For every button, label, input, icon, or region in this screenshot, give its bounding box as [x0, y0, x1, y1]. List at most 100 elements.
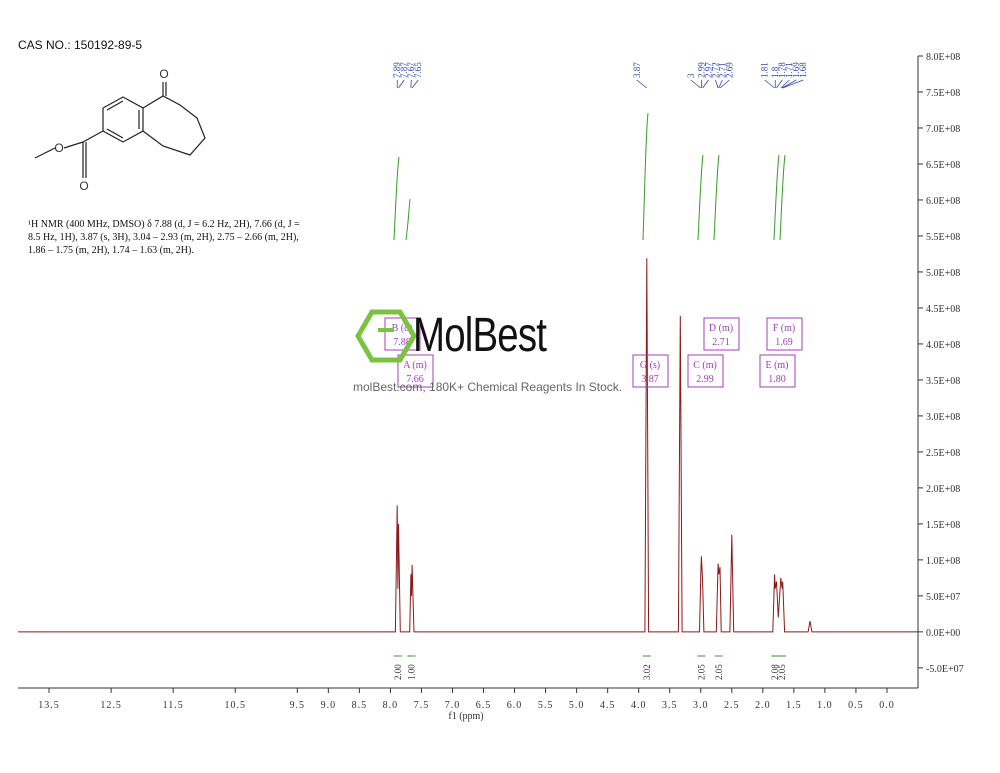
y-tick-label: 7.0E+08: [926, 124, 960, 135]
multiplet-label: D (m): [709, 323, 733, 334]
x-tick-label: 5.0: [569, 700, 585, 711]
peak-connector: [764, 79, 775, 89]
integral-label: 2.05: [696, 664, 706, 680]
y-tick-label: 5.5E+08: [926, 232, 960, 243]
watermark-logo: MolBest: [413, 309, 547, 362]
x-tick-label: 6.0: [507, 700, 523, 711]
multiplet-label: C (m): [693, 360, 717, 371]
nmr-description: ¹H NMR (400 MHz, DMSO) δ 7.88 (d, J = 6.…: [28, 219, 300, 256]
y-tick-label: 5.0E+07: [926, 592, 960, 603]
multiplet-box: [766, 317, 803, 351]
integral-curves: [393, 112, 786, 241]
peak-connector: [776, 79, 783, 89]
x-tick-label: 2.5: [724, 700, 740, 711]
multiplet-shift: 3.87: [641, 374, 659, 385]
x-tick-label: 13.5: [38, 700, 60, 711]
peak-connector: [715, 79, 719, 89]
peak-label: 1.8: [770, 66, 780, 78]
y-tick-label: 4.0E+08: [926, 340, 960, 351]
y-tick-label: -5.0E+07: [926, 664, 964, 675]
peak-label: 1.81: [760, 62, 770, 78]
x-tick-label: 8.5: [352, 700, 368, 711]
peak-connector: [782, 79, 804, 89]
integral-label: 2.05: [777, 664, 787, 680]
peak-label: 2.69: [724, 62, 734, 78]
multiplet-label: A (m): [403, 360, 427, 371]
peak-connector: [702, 79, 709, 89]
peak-label: 1.68: [798, 62, 808, 78]
watermark-slogan: molBest.com, 180K+ Chemical Reagents In …: [353, 380, 623, 394]
peak-connector: [411, 79, 419, 89]
peak-connector: [690, 79, 702, 89]
multiplet-shift: 2.71: [712, 337, 730, 348]
atom: O: [54, 141, 63, 155]
y-tick-label: 1.0E+08: [926, 556, 960, 567]
spectrum-line: [18, 258, 918, 633]
x-tick-label: 5.5: [538, 700, 554, 711]
x-tick-label: 1.0: [817, 700, 833, 711]
y-tick-label: 0.0E+00: [926, 628, 960, 639]
x-tick-label: 9.5: [290, 700, 306, 711]
x-tick-label: 4.5: [600, 700, 616, 711]
peak-label: 7.87: [399, 62, 409, 78]
peak-connector: [718, 79, 723, 89]
y-tick-label: 2.0E+08: [926, 484, 960, 495]
integral-label: 3.02: [642, 664, 652, 680]
x-tick-label: 11.5: [163, 700, 184, 711]
y-tick-label: 3.5E+08: [926, 376, 960, 387]
multiplet-shift: 2.99: [696, 374, 714, 385]
x-tick-label: 3.0: [693, 700, 709, 711]
y-tick-label: 1.5E+08: [926, 520, 960, 531]
peak-connector: [398, 79, 405, 89]
integral-label: 1.00: [407, 664, 417, 680]
integral-label: 2.08: [770, 664, 780, 680]
peak-connector: [719, 79, 730, 89]
peak-label: 3.87: [632, 62, 642, 78]
multiplet-shift: 1.69: [775, 337, 793, 348]
multiplet-shift: 7.88: [393, 337, 411, 348]
structure: [34, 82, 206, 178]
y-tick-label: 7.5E+08: [926, 88, 960, 99]
peak-connector: [636, 79, 648, 89]
multiplet-box: [687, 354, 724, 388]
x-tick-label: 8.0: [383, 700, 399, 711]
x-tick-label: 0.0: [879, 700, 895, 711]
y-tick-label: 6.0E+08: [926, 196, 960, 207]
peak-label: 3: [686, 73, 696, 78]
x-tick-label: 12.5: [100, 700, 122, 711]
peak-label: 2.99: [696, 62, 706, 78]
x-tick-label: 0.5: [848, 700, 864, 711]
multiplet-label: E (m): [765, 360, 788, 371]
peak-label: 7.65: [413, 62, 423, 78]
atom: O: [79, 179, 88, 193]
multiplet-shift: 7.66: [406, 374, 424, 385]
y-tick-label: 2.5E+08: [926, 448, 960, 459]
x-axis-label: f1 (ppm): [448, 711, 483, 722]
x-tick-label: 7.0: [445, 700, 461, 711]
x-tick-label: 1.5: [786, 700, 802, 711]
peak-connector: [780, 79, 790, 89]
x-tick-label: 2.0: [755, 700, 771, 711]
x-tick-label: 9.0: [321, 700, 337, 711]
x-tick-label: 4.0: [631, 700, 647, 711]
peak-label: 7.67: [406, 62, 416, 78]
y-tick-label: 4.5E+08: [926, 304, 960, 315]
y-tick-label: 8.0E+08: [926, 52, 960, 63]
integral-label: 2.00: [393, 664, 403, 680]
y-tick-label: 6.5E+08: [926, 160, 960, 171]
peak-label: 1.78: [777, 62, 787, 78]
x-tick-label: 6.5: [476, 700, 492, 711]
y-tick-label: 3.0E+08: [926, 412, 960, 423]
peak-label: 1.69: [791, 62, 801, 78]
multiplet-label: G (s): [640, 360, 660, 371]
multiplet-box: [759, 354, 796, 388]
x-tick-label: 3.5: [662, 700, 678, 711]
peak-label: 2.71: [717, 62, 727, 78]
peak-connector: [781, 79, 797, 89]
multiplet-label: F (m): [773, 323, 796, 334]
multiplet-box: [632, 354, 669, 388]
peak-label: 1.71: [784, 62, 794, 78]
integral-label: 2.05: [714, 664, 724, 680]
x-tick-label: 10.5: [224, 700, 246, 711]
